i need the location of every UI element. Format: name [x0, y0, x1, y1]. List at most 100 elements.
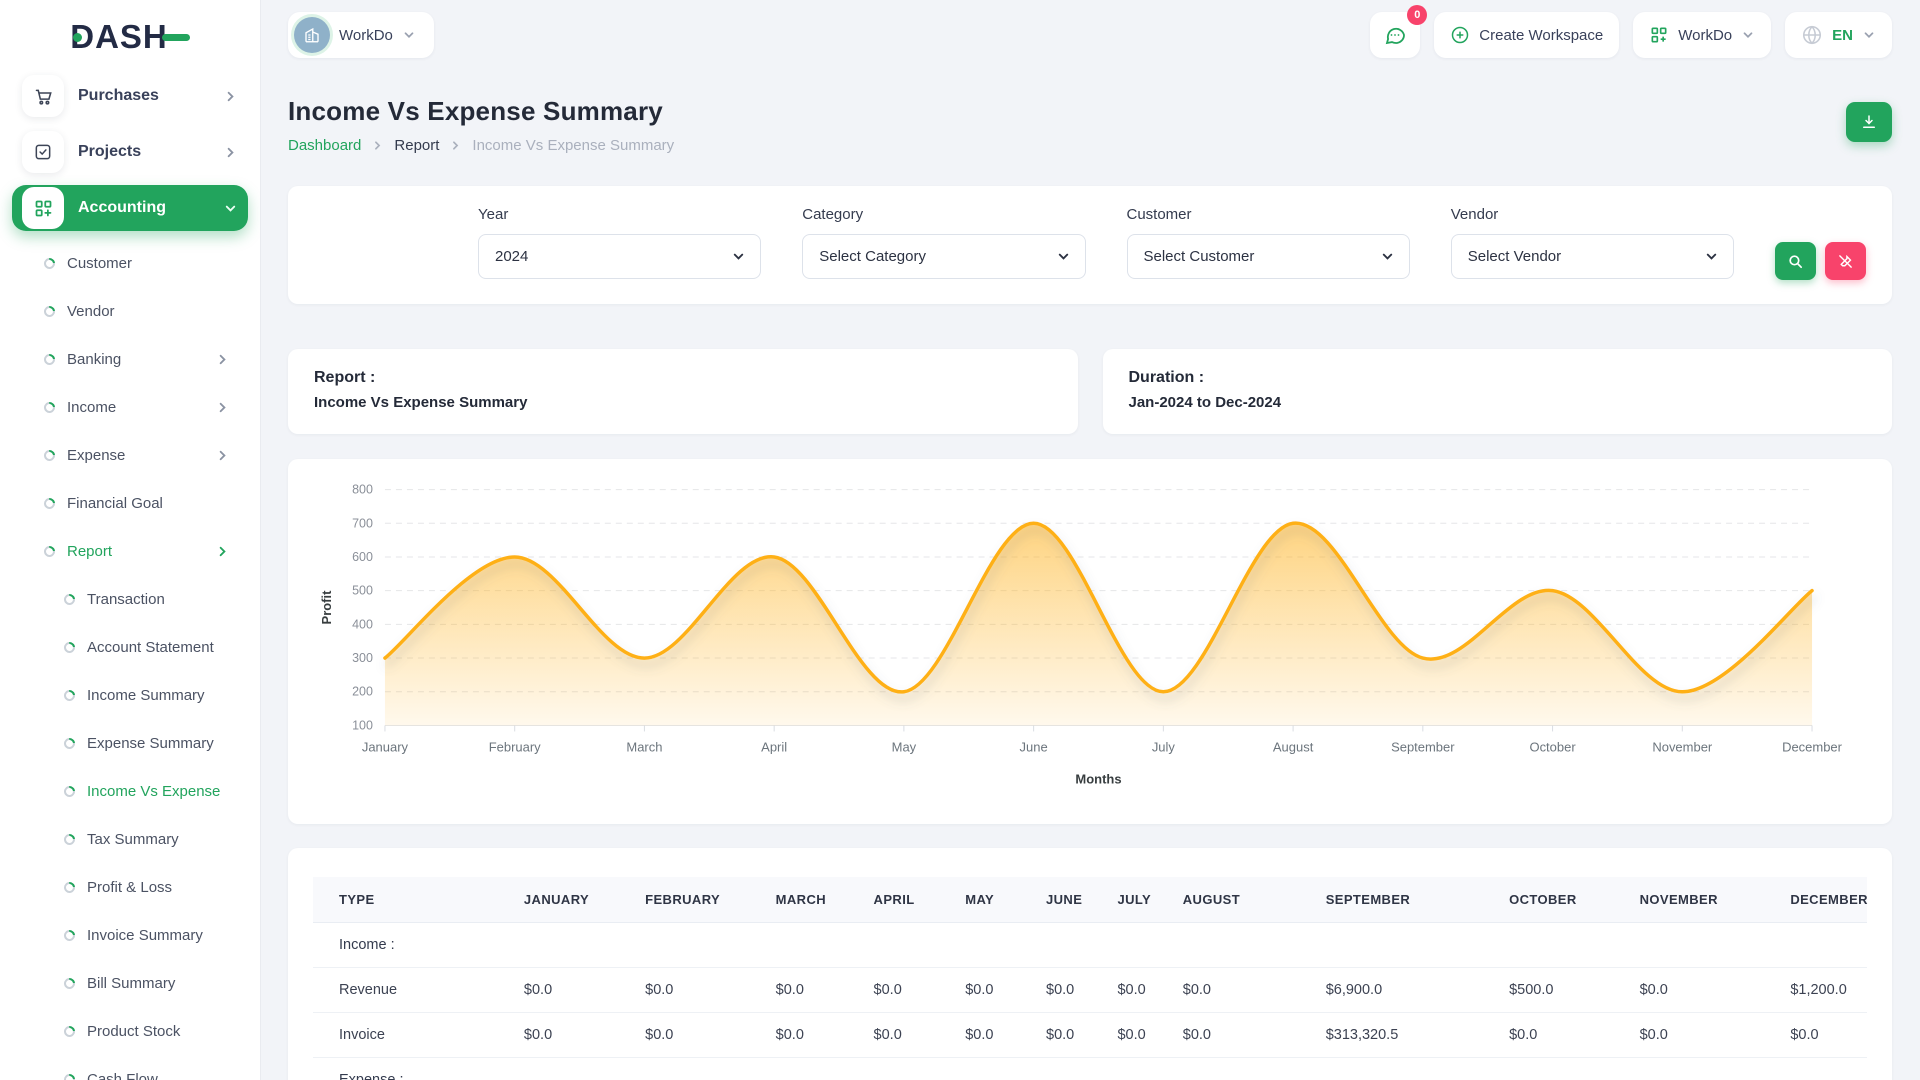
logo-dot — [73, 33, 82, 42]
svg-text:500: 500 — [352, 584, 373, 598]
sidebar-item-account-statement[interactable]: Account Statement — [12, 623, 248, 671]
sidebar-item-profit-loss[interactable]: Profit & Loss — [12, 863, 248, 911]
app-logo[interactable]: DASH — [12, 4, 248, 68]
sidebar-item-cash-flow[interactable]: Cash Flow — [12, 1055, 248, 1080]
x-axis-title: Months — [1075, 771, 1121, 786]
sidebar-item-vendor[interactable]: Vendor — [12, 287, 248, 335]
report-card-label: Report : — [314, 369, 1052, 387]
income-vs-expense-table: TYPEJANUARYFEBRUARYMARCHAPRILMAYJUNEJULY… — [313, 877, 1867, 1080]
sidebar-item-income[interactable]: Income — [12, 383, 248, 431]
workspace-selector[interactable]: WorkDo — [288, 12, 434, 58]
sidebar-item-purchases[interactable]: Purchases — [12, 68, 248, 124]
chevron-right-icon — [449, 139, 462, 152]
table-cell: $0.0 — [512, 1013, 633, 1058]
chevron-down-icon — [1862, 28, 1876, 42]
download-icon — [1860, 113, 1878, 131]
sidebar-item-invoice-summary[interactable]: Invoice Summary — [12, 911, 248, 959]
apply-filter-button[interactable] — [1775, 242, 1816, 280]
sidebar-item-financial-goal[interactable]: Financial Goal — [12, 479, 248, 527]
sidebar-item-projects[interactable]: Projects — [12, 124, 248, 180]
reset-filter-button[interactable] — [1825, 242, 1866, 280]
column-header-march: MARCH — [764, 877, 862, 923]
bullet-icon — [42, 399, 57, 414]
column-header-december: DECEMBER — [1778, 877, 1867, 923]
sidebar-item-expense-summary[interactable]: Expense Summary — [12, 719, 248, 767]
bullet-icon — [62, 1071, 77, 1080]
table-cell: $500.0 — [1497, 968, 1628, 1013]
sidebar-item-label: Account Statement — [87, 639, 248, 656]
bullet-icon — [62, 975, 77, 990]
language-selector[interactable]: EN — [1785, 12, 1892, 58]
table-cell: $0.0 — [1034, 968, 1105, 1013]
sidebar-item-label: Income — [67, 399, 203, 416]
vendor-select[interactable]: Select Vendor — [1451, 234, 1734, 279]
grid-plus-icon — [1649, 25, 1669, 45]
duration-summary-card: Duration : Jan-2024 to Dec-2024 — [1103, 349, 1893, 434]
table-cell: $1,200.0 — [1778, 968, 1867, 1013]
clear-filter-icon — [1837, 253, 1854, 270]
download-button[interactable] — [1846, 102, 1892, 142]
x-tick-label: March — [626, 739, 662, 754]
table-cell: $0.0 — [1105, 968, 1170, 1013]
customer-select[interactable]: Select Customer — [1127, 234, 1410, 279]
page-content: Income Vs Expense Summary Dashboard Repor… — [260, 70, 1920, 1080]
create-workspace-button[interactable]: Create Workspace — [1434, 12, 1619, 58]
section-label: Income : — [313, 923, 1867, 968]
accounting-submenu: CustomerVendor Banking Income ExpenseFinanc… — [12, 239, 248, 1080]
chevron-down-icon — [731, 249, 746, 264]
sidebar-item-bill-summary[interactable]: Bill Summary — [12, 959, 248, 1007]
table-cell: $313,320.5 — [1314, 1013, 1497, 1058]
x-tick-label: October — [1529, 739, 1576, 754]
x-tick-label: September — [1391, 739, 1455, 754]
sidebar-item-expense[interactable]: Expense — [12, 431, 248, 479]
sidebar-item-tax-summary[interactable]: Tax Summary — [12, 815, 248, 863]
svg-text:300: 300 — [352, 651, 373, 665]
category-filter: Category Select Category — [802, 206, 1085, 279]
sidebar-item-accounting[interactable]: Accounting — [12, 185, 248, 231]
sidebar-item-product-stock[interactable]: Product Stock — [12, 1007, 248, 1055]
y-axis-title: Profit — [319, 590, 334, 625]
sidebar-item-income-summary[interactable]: Income Summary — [12, 671, 248, 719]
sidebar-item-label: Accounting — [78, 199, 209, 217]
table-cell: $0.0 — [764, 968, 862, 1013]
report-card-value: Income Vs Expense Summary — [314, 394, 1052, 411]
table-cell: $0.0 — [1497, 1013, 1628, 1058]
workdo-menu-button[interactable]: WorkDo — [1633, 12, 1771, 58]
sidebar-item-label: Banking — [67, 351, 203, 368]
chevron-right-icon — [215, 448, 230, 463]
x-tick-label: July — [1152, 739, 1176, 754]
category-select[interactable]: Select Category — [802, 234, 1085, 279]
chevron-right-icon — [223, 89, 238, 104]
column-header-type: TYPE — [313, 877, 512, 923]
sidebar-item-report[interactable]: Report — [12, 527, 248, 575]
column-header-september: SEPTEMBER — [1314, 877, 1497, 923]
breadcrumb-item-dashboard[interactable]: Dashboard — [288, 137, 361, 154]
duration-card-label: Duration : — [1129, 369, 1867, 387]
table-cell: $0.0 — [1171, 968, 1314, 1013]
sidebar-item-label: Cash Flow — [87, 1071, 248, 1080]
table-cell: $6,900.0 — [1314, 968, 1497, 1013]
bullet-icon — [62, 687, 77, 702]
table-cell: $0.0 — [1034, 1013, 1105, 1058]
section-label: Expense : — [313, 1058, 1867, 1080]
table-cell: $0.0 — [1105, 1013, 1170, 1058]
bullet-icon — [62, 927, 77, 942]
filter-actions — [1775, 206, 1866, 280]
sidebar-item-banking[interactable]: Banking — [12, 335, 248, 383]
check-square-icon — [22, 131, 64, 173]
bullet-icon — [62, 735, 77, 750]
profit-area-chart[interactable]: 100200300400500600700800 JanuaryFebruary… — [315, 477, 1865, 806]
year-select[interactable]: 2024 — [478, 234, 761, 279]
app-root: DASH PurchasesProjects Accounting Customer… — [0, 0, 1920, 1080]
column-header-february: FEBRUARY — [633, 877, 764, 923]
sidebar-item-customer[interactable]: Customer — [12, 239, 248, 287]
sidebar-item-transaction[interactable]: Transaction — [12, 575, 248, 623]
table-cell: $0.0 — [953, 1013, 1034, 1058]
bullet-icon — [42, 255, 57, 270]
filter-card: Year 2024 Category Select Category — [288, 186, 1892, 304]
vendor-select-value: Select Vendor — [1468, 248, 1561, 265]
sidebar-item-income-vs-expense[interactable]: Income Vs Expense — [12, 767, 248, 815]
summary-cards: Report : Income Vs Expense Summary Durat… — [288, 349, 1892, 434]
vendor-label: Vendor — [1451, 206, 1734, 223]
messages-button[interactable]: 0 — [1370, 12, 1420, 58]
